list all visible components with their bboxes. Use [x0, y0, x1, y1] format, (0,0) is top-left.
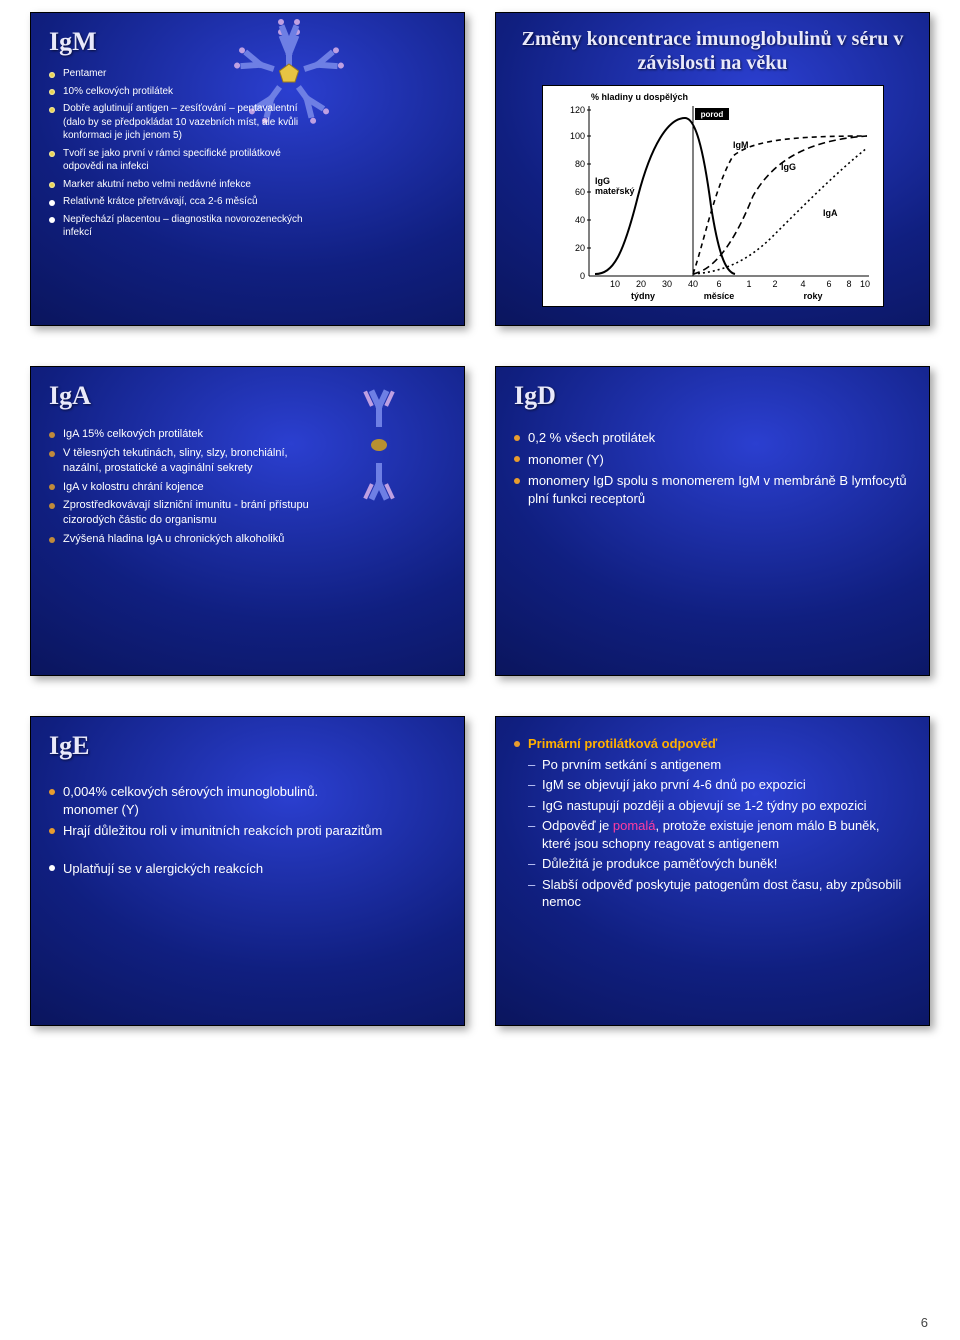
svg-text:40: 40 — [574, 215, 584, 225]
svg-text:4: 4 — [800, 279, 805, 289]
igm-bullets-white: Relativně krátce přetrvávají, cca 2-6 mě… — [49, 195, 319, 240]
svg-text:60: 60 — [574, 187, 584, 197]
list-item: IgM se objevují jako první 4-6 dnů po ex… — [528, 776, 911, 794]
svg-text:80: 80 — [574, 159, 584, 169]
list-item: IgA v kolostru chrání kojence — [49, 480, 329, 495]
svg-text:20: 20 — [635, 279, 645, 289]
svg-text:2: 2 — [772, 279, 777, 289]
svg-text:8: 8 — [846, 279, 851, 289]
igd-title: IgD — [514, 381, 911, 411]
page-number: 6 — [921, 1315, 928, 1330]
svg-text:6: 6 — [826, 279, 831, 289]
ige-bullets-white: Uplatňují se v alergických reakcích — [49, 860, 446, 878]
slide-ig-age-chart: Změny koncentrace imunoglobulinů v séru … — [495, 12, 930, 326]
iga-dimer-icon — [344, 385, 414, 510]
list-item: Důležitá je produkce paměťových buněk! — [528, 855, 911, 873]
list-item: 10% celkových protilátek — [49, 85, 319, 99]
primary-heading-text: Primární protilátková odpověď — [528, 736, 717, 751]
svg-text:120: 120 — [569, 105, 584, 115]
slide-ige: IgE 0,004% celkových sérových imunoglobu… — [30, 716, 465, 1026]
list-item: Nepřechází placentou – diagnostika novor… — [49, 213, 319, 240]
list-item: Uplatňují se v alergických reakcích — [49, 860, 446, 878]
primary-heading-list: Primární protilátková odpověď Po prvním … — [514, 735, 911, 911]
svg-text:IgM: IgM — [733, 140, 749, 150]
primary-heading: Primární protilátková odpověď Po prvním … — [514, 735, 911, 911]
svg-text:% hladiny u dospělých: % hladiny u dospělých — [591, 92, 688, 102]
svg-text:IgG: IgG — [781, 162, 796, 172]
svg-text:20: 20 — [574, 243, 584, 253]
svg-text:30: 30 — [661, 279, 671, 289]
igm-bullets: Pentamer 10% celkových protilátek Dobře … — [49, 67, 319, 191]
svg-text:IgG: IgG — [595, 176, 610, 186]
ige-pct: 0,004% celkových sérových imunoglobulinů… — [63, 784, 318, 799]
svg-text:6: 6 — [716, 279, 721, 289]
list-item: 0,2 % všech protilátek — [514, 429, 911, 447]
list-item: Tvoří se jako první v rámci specifické p… — [49, 147, 319, 174]
iga-bullets: IgA 15% celkových protilátek V tělesných… — [49, 427, 329, 547]
slide-igm: IgM Pentamer 10% celkových protilátek Do… — [30, 12, 465, 326]
svg-text:10: 10 — [609, 279, 619, 289]
svg-text:1: 1 — [746, 279, 751, 289]
svg-text:porod: porod — [700, 110, 723, 119]
list-item: Odpověď je pomalá, protože existuje jeno… — [528, 817, 911, 852]
svg-text:100: 100 — [569, 131, 584, 141]
svg-text:40: 40 — [687, 279, 697, 289]
slide-primary-response: Primární protilátková odpověď Po prvním … — [495, 716, 930, 1026]
svg-text:10: 10 — [859, 279, 869, 289]
svg-text:mateřský: mateřský — [595, 186, 635, 196]
list-item: Marker akutní nebo velmi nedávné infekce — [49, 178, 319, 192]
slide-iga: IgA IgA 15% celkových protilátek V těles… — [30, 366, 465, 676]
list-item: Zvýšená hladina IgA u chronických alkoho… — [49, 532, 329, 547]
list-item: monomery IgD spolu s monomerem IgM v mem… — [514, 472, 911, 507]
list-item: Zprostředkovávají slizniční imunitu - br… — [49, 498, 329, 528]
list-item: Pentamer — [49, 67, 319, 81]
list-item: Dobře aglutinují antigen – zesíťování – … — [49, 102, 319, 143]
chart-title: Změny koncentrace imunoglobulinů v séru … — [514, 27, 911, 75]
list-item: V tělesných tekutinách, sliny, slzy, bro… — [49, 446, 329, 476]
svg-text:týdny: týdny — [630, 291, 654, 301]
svg-text:0: 0 — [579, 271, 584, 281]
list-item: Po prvním setkání s antigenem — [528, 756, 911, 774]
list-item: Slabší odpověď poskytuje patogenům dost … — [528, 876, 911, 911]
list-item: Hrají důležitou roli v imunitních reakcí… — [49, 822, 446, 840]
slide-igd: IgD 0,2 % všech protilátek monomer (Y) m… — [495, 366, 930, 676]
svg-text:IgA: IgA — [823, 208, 838, 218]
list-item: IgA 15% celkových protilátek — [49, 427, 329, 442]
ige-bullets: 0,004% celkových sérových imunoglobulinů… — [49, 783, 446, 840]
igd-bullets: 0,2 % všech protilátek monomer (Y) monom… — [514, 429, 911, 507]
ige-monomer: monomer (Y) — [63, 802, 139, 817]
primary-items: Po prvním setkání s antigenem IgM se obj… — [528, 756, 911, 911]
ig-age-chart: 0 20 40 60 80 100 120 % hladiny u dospěl… — [542, 85, 884, 307]
svg-text:měsíce: měsíce — [703, 291, 734, 301]
ige-title: IgE — [49, 731, 446, 761]
list-item: monomer (Y) — [514, 451, 911, 469]
list-item: IgG nastupují později a objevují se 1-2 … — [528, 797, 911, 815]
list-item: Relativně krátce přetrvávají, cca 2-6 mě… — [49, 195, 319, 209]
list-item: 0,004% celkových sérových imunoglobulinů… — [49, 783, 446, 818]
svg-text:roky: roky — [803, 291, 822, 301]
